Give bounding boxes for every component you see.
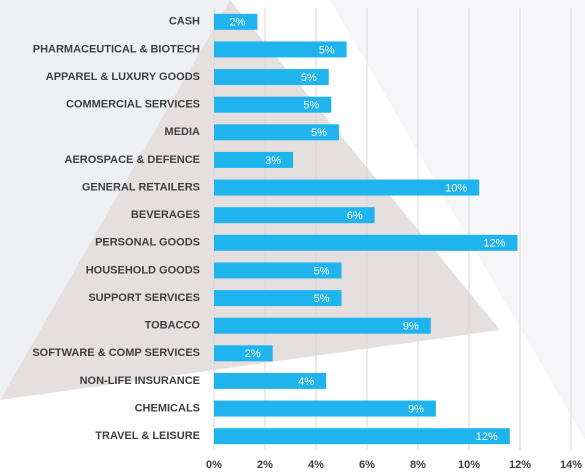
category-label: MEDIA (165, 126, 201, 138)
bar (214, 262, 342, 279)
category-label: GENERAL RETAILERS (82, 181, 200, 193)
x-tick-label: 4% (308, 459, 324, 471)
bar (214, 13, 258, 30)
x-tick-label: 14% (560, 459, 582, 471)
value-label: 2% (245, 348, 261, 360)
category-label: SUPPORT SERVICES (88, 292, 200, 304)
value-label: 6% (347, 210, 363, 222)
value-label: 12% (483, 238, 505, 250)
bar (214, 345, 273, 362)
bar (214, 41, 347, 58)
bar (214, 96, 332, 113)
value-label: 5% (314, 293, 330, 305)
bar (214, 317, 431, 334)
bar (214, 151, 294, 168)
category-label: APPAREL & LUXURY GOODS (46, 71, 200, 83)
value-label: 10% (445, 182, 467, 194)
value-label: 9% (408, 403, 424, 415)
bar (214, 428, 510, 445)
value-label: 3% (265, 155, 281, 167)
category-label: SOFTWARE & COMP SERVICES (32, 347, 200, 359)
value-label: 9% (403, 321, 419, 333)
bar (214, 207, 375, 224)
background-shape (330, 0, 585, 440)
x-tick-label: 0% (206, 459, 222, 471)
value-label: 4% (298, 376, 314, 388)
value-label: 5% (319, 44, 335, 56)
category-label: TOBACCO (145, 320, 201, 332)
category-label: TRAVEL & LEISURE (95, 430, 200, 442)
category-label: CASH (169, 16, 200, 28)
category-label: PHARMACEUTICAL & BIOTECH (33, 43, 200, 55)
value-label: 12% (476, 431, 498, 443)
bar (214, 179, 480, 196)
x-tick-label: 12% (509, 459, 531, 471)
category-label: AEROSPACE & DEFENCE (65, 154, 200, 166)
bar (214, 124, 339, 141)
bar (214, 290, 342, 307)
value-label: 5% (314, 265, 330, 277)
category-label: NON-LIFE INSURANCE (80, 375, 200, 387)
bar (214, 69, 329, 86)
bar (214, 234, 518, 251)
bar (214, 400, 436, 417)
category-label: COMMERCIAL SERVICES (66, 99, 200, 111)
category-label: PERSONAL GOODS (95, 237, 200, 249)
value-label: 2% (229, 17, 245, 29)
background-shape (0, 0, 500, 400)
category-label: BEVERAGES (131, 209, 200, 221)
x-tick-label: 2% (257, 459, 273, 471)
value-label: 5% (311, 127, 327, 139)
x-tick-label: 6% (359, 459, 375, 471)
x-tick-label: 10% (458, 459, 480, 471)
x-tick-label: 8% (410, 459, 426, 471)
value-label: 5% (301, 72, 317, 84)
category-label: CHEMICALS (135, 402, 200, 414)
category-label: HOUSEHOLD GOODS (86, 264, 200, 276)
bar (214, 372, 327, 389)
value-label: 5% (303, 100, 319, 112)
